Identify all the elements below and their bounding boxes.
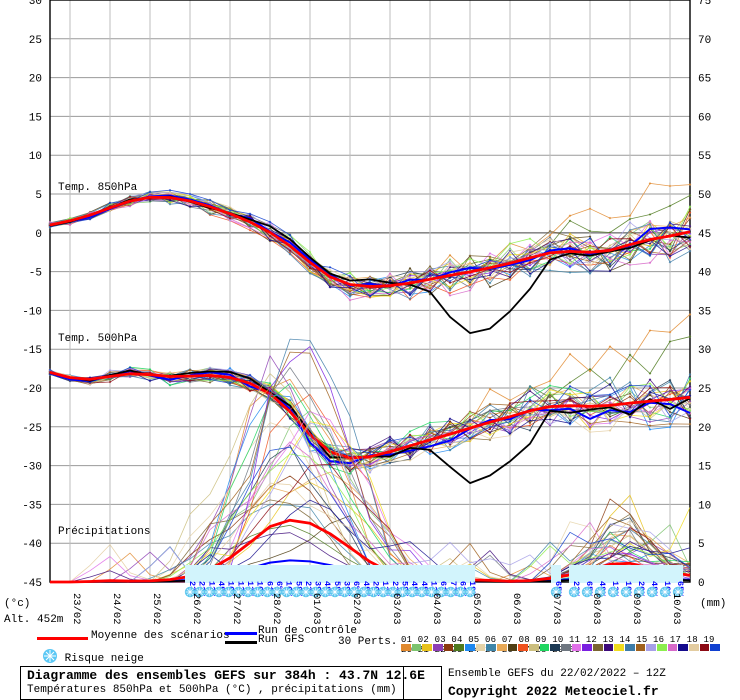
- svg-text:-20: -20: [22, 384, 42, 396]
- svg-text:25: 25: [698, 384, 711, 396]
- svg-text:08/03: 08/03: [590, 593, 602, 625]
- svg-text:27/02: 27/02: [230, 593, 242, 625]
- svg-text:10: 10: [698, 500, 711, 512]
- svg-text:40: 40: [698, 268, 711, 280]
- svg-text:75: 75: [698, 0, 711, 8]
- svg-text:45: 45: [698, 229, 711, 241]
- svg-text:-40: -40: [22, 539, 42, 551]
- svg-text:-15: -15: [22, 345, 42, 357]
- svg-text:35: 35: [698, 306, 711, 318]
- svg-text:01/03: 01/03: [310, 593, 322, 625]
- svg-text:0: 0: [698, 578, 705, 590]
- svg-text:30: 30: [29, 0, 42, 8]
- svg-text:30: 30: [698, 345, 711, 357]
- svg-text:65: 65: [698, 74, 711, 86]
- svg-text:26/02: 26/02: [190, 593, 202, 625]
- svg-text:Temp. 500hPa: Temp. 500hPa: [58, 333, 138, 345]
- svg-text:-5: -5: [29, 268, 42, 280]
- svg-text:02/03: 02/03: [350, 593, 362, 625]
- svg-text:-10: -10: [22, 306, 42, 318]
- svg-text:Précipitations: Précipitations: [58, 526, 150, 538]
- svg-text:20: 20: [29, 74, 42, 86]
- svg-text:09/03: 09/03: [630, 593, 642, 625]
- svg-text:Temp. 850hPa: Temp. 850hPa: [58, 182, 138, 194]
- svg-text:-25: -25: [22, 423, 42, 435]
- svg-text:5: 5: [698, 539, 705, 551]
- svg-text:25/02: 25/02: [150, 593, 162, 625]
- svg-text:15: 15: [698, 462, 711, 474]
- svg-text:05/03: 05/03: [470, 593, 482, 625]
- svg-text:5: 5: [35, 190, 42, 202]
- svg-text:24/02: 24/02: [110, 593, 122, 625]
- svg-text:0: 0: [35, 229, 42, 241]
- svg-text:25: 25: [29, 35, 42, 47]
- svg-text:15: 15: [29, 112, 42, 124]
- svg-text:50: 50: [698, 190, 711, 202]
- svg-text:-30: -30: [22, 462, 42, 474]
- svg-text:55: 55: [698, 151, 711, 163]
- svg-text:20: 20: [698, 423, 711, 435]
- svg-text:-45: -45: [22, 578, 42, 590]
- svg-text:23/02: 23/02: [70, 593, 82, 625]
- svg-text:06/03: 06/03: [510, 593, 522, 625]
- svg-text:60: 60: [698, 112, 711, 124]
- svg-text:10/03: 10/03: [670, 593, 682, 625]
- svg-text:07/03: 07/03: [550, 593, 562, 625]
- svg-text:04/03: 04/03: [430, 593, 442, 625]
- svg-text:10: 10: [29, 151, 42, 163]
- svg-text:-35: -35: [22, 500, 42, 512]
- svg-text:28/02: 28/02: [270, 593, 282, 625]
- svg-text:70: 70: [698, 35, 711, 47]
- svg-text:03/03: 03/03: [390, 593, 402, 625]
